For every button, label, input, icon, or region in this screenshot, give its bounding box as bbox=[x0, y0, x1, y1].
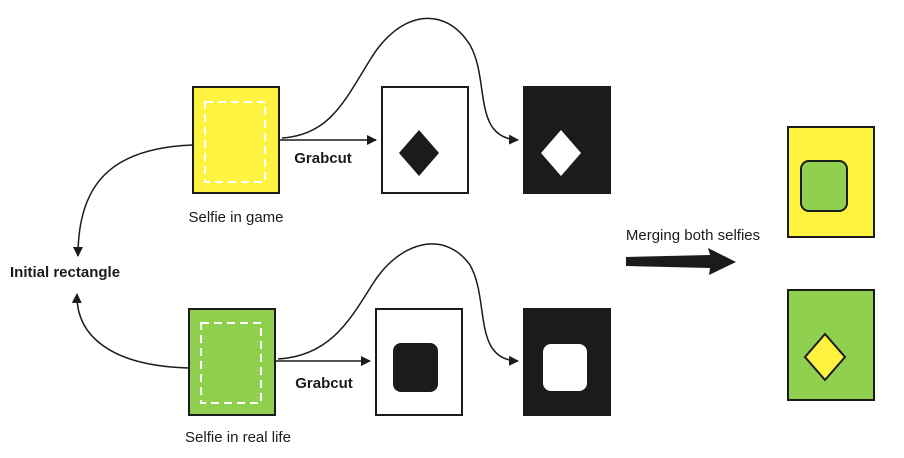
curve-arrow-initial-top bbox=[73, 144, 194, 257]
rounded-square-black-shape bbox=[393, 343, 438, 392]
curve-arrow-initial-bottom bbox=[71, 293, 190, 369]
diamond-black-shape bbox=[399, 130, 439, 176]
selfie-real-label: Selfie in real life bbox=[185, 429, 291, 446]
curve-arrow-bottom bbox=[277, 243, 519, 366]
merging-label: Merging both selfies bbox=[626, 227, 760, 244]
curve-arrow-top bbox=[281, 17, 519, 145]
diamond-white-shape bbox=[541, 130, 581, 176]
selfie-game-label: Selfie in game bbox=[188, 209, 283, 226]
grabcut-label-top: Grabcut bbox=[294, 150, 352, 167]
selfie-game-dashed-rect bbox=[204, 101, 266, 183]
yellow-diamond-shape bbox=[803, 332, 847, 382]
selfie-real-dashed-rect bbox=[200, 322, 262, 404]
merge-big-arrow bbox=[626, 248, 736, 275]
initial-rectangle-label: Initial rectangle bbox=[10, 264, 120, 281]
rounded-square-white-shape bbox=[543, 344, 587, 391]
grabcut-label-bottom: Grabcut bbox=[295, 375, 353, 392]
green-rounded-square-shape bbox=[800, 160, 848, 212]
